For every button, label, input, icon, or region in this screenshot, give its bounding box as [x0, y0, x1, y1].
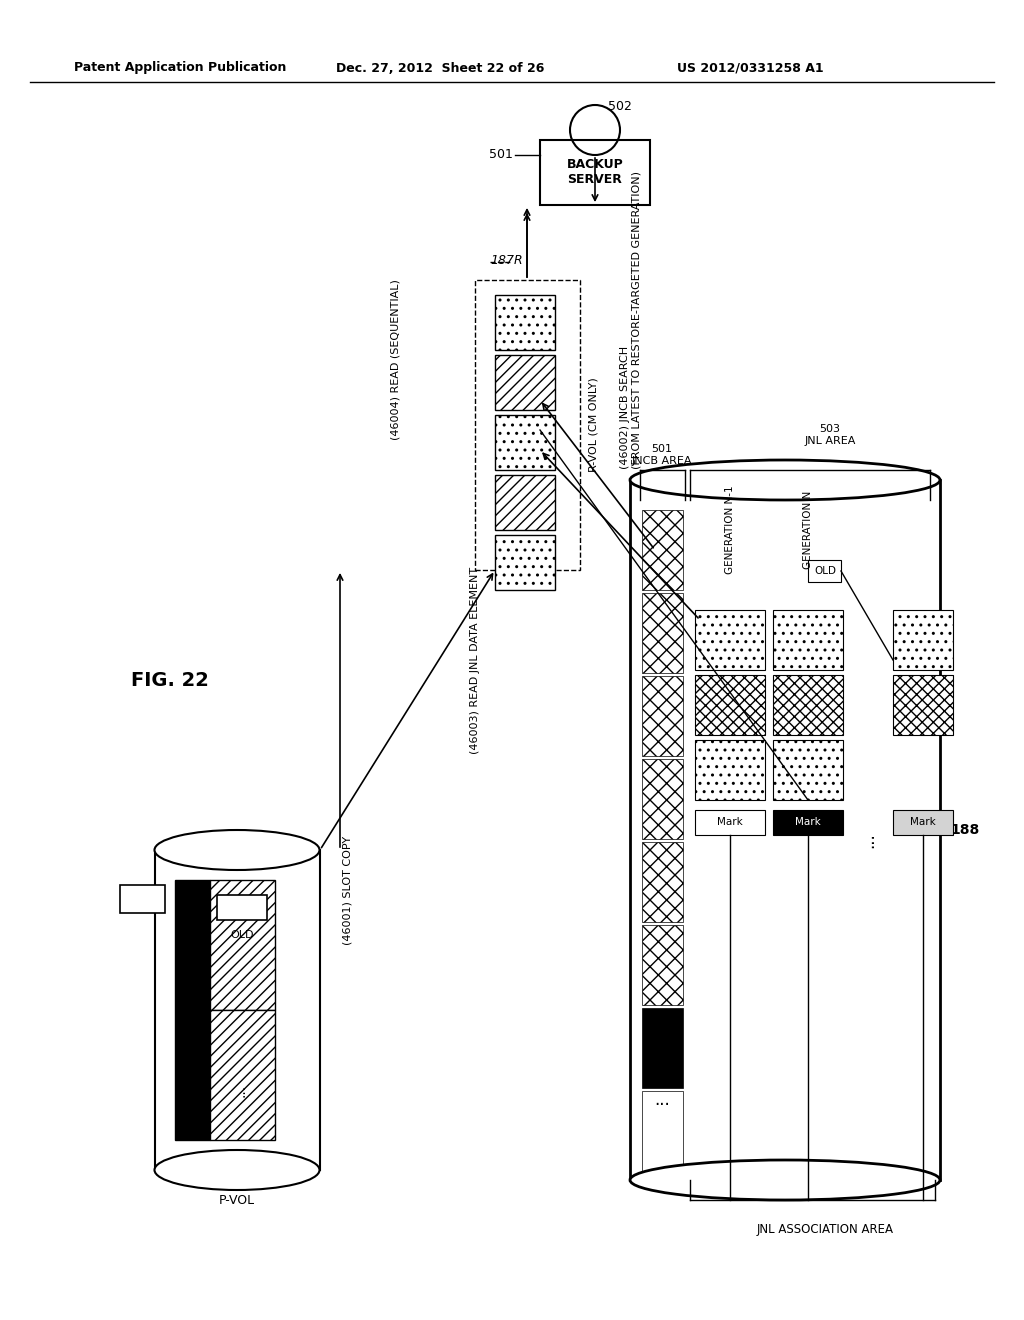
Bar [630, 480, 940, 1180]
Bar [642, 593, 683, 673]
Text: Mark: Mark [795, 817, 821, 828]
Text: FIG. 22: FIG. 22 [131, 671, 209, 689]
Text: JNL ASSOCIATION AREA: JNL ASSOCIATION AREA [757, 1224, 894, 1237]
Text: Dec. 27, 2012  Sheet 22 of 26: Dec. 27, 2012 Sheet 22 of 26 [336, 62, 544, 74]
Text: (46002) JNCB SEARCH
(FROM LATEST TO RESTORE-TARGETED GENERATION): (46002) JNCB SEARCH (FROM LATEST TO REST… [620, 172, 642, 469]
Text: (46004) READ (SEQUENTIAL): (46004) READ (SEQUENTIAL) [390, 280, 400, 441]
Bar [540, 140, 650, 205]
Bar [642, 1008, 683, 1088]
Text: 501: 501 [489, 149, 513, 161]
Bar [642, 842, 683, 921]
Bar [155, 850, 319, 1170]
Bar [495, 355, 555, 411]
Ellipse shape [155, 1150, 319, 1191]
Bar [642, 676, 683, 756]
Bar [642, 759, 683, 840]
Text: ...: ... [859, 832, 877, 847]
Text: (46003) READ JNL DATA ELEMENT: (46003) READ JNL DATA ELEMENT [470, 566, 480, 754]
Bar [695, 675, 765, 735]
Text: 502: 502 [608, 99, 632, 112]
Text: BACKUP
SERVER: BACKUP SERVER [566, 158, 624, 186]
Bar [695, 610, 765, 671]
Bar [893, 810, 953, 836]
Ellipse shape [630, 1160, 940, 1200]
Text: OLD: OLD [230, 931, 254, 940]
Text: GENERATION N-1: GENERATION N-1 [725, 486, 735, 574]
Bar [210, 880, 275, 1010]
Bar [642, 510, 683, 590]
Bar [642, 1092, 683, 1171]
Text: Mark: Mark [717, 817, 742, 828]
Bar [773, 741, 843, 800]
Bar [175, 880, 210, 1140]
Bar [210, 1010, 275, 1140]
Text: NEW: NEW [130, 895, 160, 906]
Text: R-VOL (CM ONLY): R-VOL (CM ONLY) [588, 378, 598, 473]
Bar [808, 560, 841, 582]
Ellipse shape [155, 830, 319, 870]
Ellipse shape [630, 459, 940, 500]
Bar [495, 414, 555, 470]
Text: NEW: NEW [128, 894, 158, 904]
Bar [695, 810, 765, 836]
Text: Patent Application Publication: Patent Application Publication [74, 62, 286, 74]
Text: OLD: OLD [814, 566, 836, 576]
Text: 188: 188 [950, 822, 979, 837]
Text: US 2012/0331258 A1: US 2012/0331258 A1 [677, 62, 823, 74]
Bar [893, 610, 953, 671]
Text: 187R: 187R [490, 253, 522, 267]
Bar [495, 294, 555, 350]
Bar [217, 895, 267, 920]
Bar [642, 925, 683, 1005]
Bar [893, 675, 953, 735]
Bar [695, 741, 765, 800]
Bar [475, 280, 580, 570]
Bar [773, 675, 843, 735]
Text: ...: ... [233, 1084, 247, 1097]
Text: GENERATION N: GENERATION N [803, 491, 813, 569]
Bar [120, 884, 165, 913]
Text: 501
JNCB AREA: 501 JNCB AREA [632, 445, 692, 466]
Text: P-VOL: P-VOL [219, 1193, 255, 1206]
Text: Mark: Mark [910, 817, 936, 828]
Bar [773, 810, 843, 836]
Bar [495, 535, 555, 590]
Bar [773, 610, 843, 671]
Text: ...: ... [654, 1092, 670, 1109]
Text: OLD: OLD [230, 902, 254, 912]
Text: 503
JNL AREA: 503 JNL AREA [804, 424, 856, 446]
Bar [495, 475, 555, 531]
Text: (46001) SLOT COPY: (46001) SLOT COPY [343, 836, 353, 945]
